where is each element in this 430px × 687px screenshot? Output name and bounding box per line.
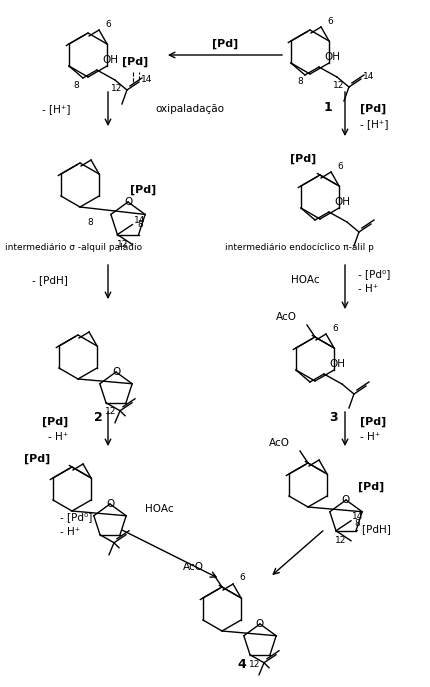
Text: 4: 4 [238,657,246,671]
Text: 2: 2 [94,411,102,423]
Text: oxipaladação: oxipaladação [155,104,224,114]
Text: O: O [256,619,264,629]
Text: - H⁺: - H⁺ [358,284,378,294]
Text: OH: OH [102,55,118,65]
Text: 6: 6 [337,161,343,170]
Text: AcO: AcO [269,438,290,448]
Text: 12: 12 [249,660,261,669]
Text: AcO: AcO [276,312,297,322]
Text: - [PdH]: - [PdH] [32,275,68,285]
Text: 8: 8 [87,218,93,227]
Text: - H⁺: - H⁺ [360,432,380,442]
Text: 6: 6 [105,19,111,28]
Text: 12: 12 [335,537,347,545]
Text: - [H⁺]: - [H⁺] [360,119,388,129]
Text: HOAc: HOAc [145,504,174,514]
Text: O: O [112,367,120,377]
Text: [Pd]: [Pd] [358,482,384,492]
Text: O: O [342,495,350,505]
Text: [Pd]: [Pd] [360,417,386,427]
Text: 12: 12 [111,84,123,93]
Text: 1: 1 [324,100,332,113]
Text: 12: 12 [117,240,128,249]
Text: 3: 3 [329,411,337,423]
Text: - H⁺: - H⁺ [48,432,68,442]
Text: AcO: AcO [183,562,204,572]
Text: [Pd]: [Pd] [42,417,68,427]
Text: OH: OH [329,359,345,369]
Text: 6: 6 [239,574,245,583]
Text: - H⁺: - H⁺ [60,527,80,537]
Text: [Pd]: [Pd] [24,454,50,464]
Text: O: O [124,197,132,207]
Text: 8: 8 [354,519,360,528]
Text: 14: 14 [363,71,375,80]
Text: 14: 14 [352,513,364,521]
Text: [Pd]: [Pd] [130,185,156,195]
Text: - [Pd⁰]: - [Pd⁰] [60,512,92,522]
Text: [Pd]: [Pd] [360,104,386,114]
Text: 12: 12 [333,80,344,89]
Text: intermediário σ -alquil paládio: intermediário σ -alquil paládio [5,243,142,251]
Text: OH: OH [334,197,350,207]
Text: 8: 8 [297,76,303,85]
Text: [Pd]: [Pd] [290,154,316,164]
Text: 12: 12 [105,407,117,416]
Text: - [Pd⁰]: - [Pd⁰] [358,269,390,279]
Text: [Pd]: [Pd] [122,57,148,67]
Text: 14: 14 [134,216,145,225]
Text: HOAc: HOAc [292,275,320,285]
Text: 6: 6 [327,16,333,25]
Text: 6: 6 [332,324,338,333]
Text: OH: OH [324,52,340,62]
Text: [Pd]: [Pd] [212,39,238,49]
Text: O: O [106,499,114,509]
Text: 14: 14 [141,74,153,84]
Text: 8: 8 [137,220,143,229]
Text: - [PdH]: - [PdH] [355,524,391,534]
Text: intermediário endocíclico π-alil p: intermediário endocíclico π-alil p [225,243,374,251]
Text: - [H⁺]: - [H⁺] [42,104,70,114]
Text: 8: 8 [73,80,79,89]
